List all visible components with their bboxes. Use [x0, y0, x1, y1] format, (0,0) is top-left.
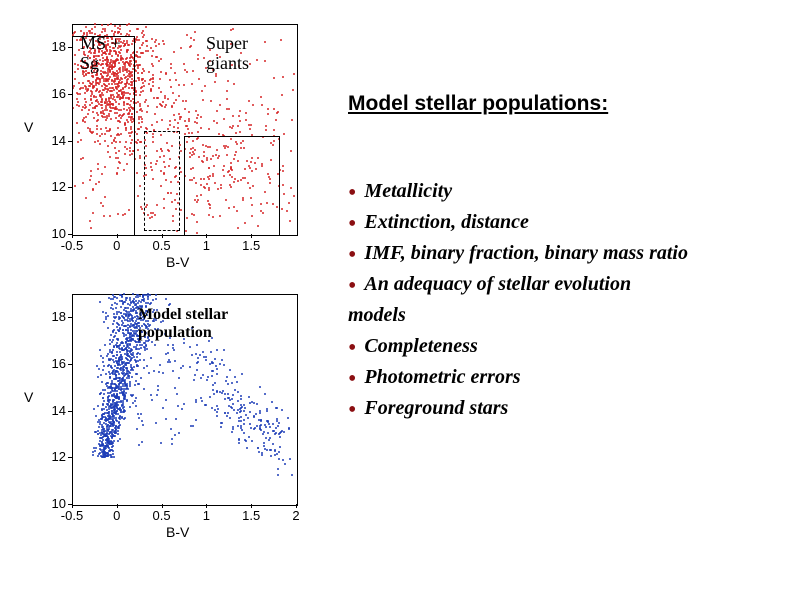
bullet-item: • Metallicity: [348, 176, 778, 207]
chart-annotation: Model stellarpopulation: [138, 306, 228, 341]
cmd-scatter-observed: 1012141618-0.500.511.5VB-VMS +SgSupergia…: [20, 20, 310, 270]
bullet-item: • Foreground stars: [348, 393, 778, 424]
chart-annotation: Supergiants: [206, 34, 249, 74]
bullet-item: • Photometric errors: [348, 362, 778, 393]
heading: Model stellar populations:: [348, 92, 778, 116]
cmd-scatter-model: 1012141618-0.500.511.52VB-VModel stellar…: [20, 290, 310, 540]
bullet-list: • Metallicity• Extinction, distance• IMF…: [348, 176, 778, 424]
chart-annotation: MS +Sg: [80, 34, 121, 74]
bullet-item: • Extinction, distance: [348, 207, 778, 238]
bullet-item: • IMF, binary fraction, binary mass rati…: [348, 238, 778, 269]
bullet-item: • Completeness: [348, 331, 778, 362]
text-panel: Model stellar populations: • Metallicity…: [348, 92, 778, 424]
bullet-item: • An adequacy of stellar evolutionmodels: [348, 269, 778, 331]
